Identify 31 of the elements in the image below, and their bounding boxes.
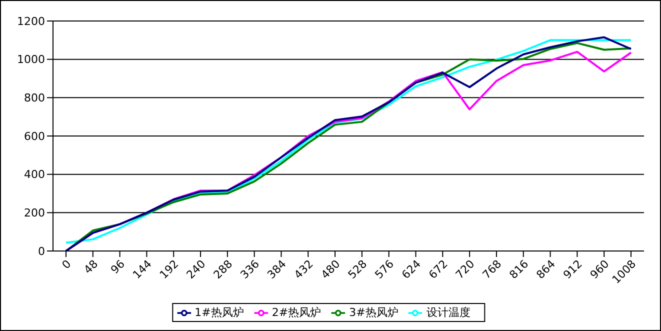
x-tick-label: 480 (318, 257, 343, 282)
y-tick-label: 400 (24, 168, 45, 182)
x-tick-label: 192 (157, 257, 182, 282)
x-tick-label: 768 (480, 257, 504, 282)
x-tick-label: 576 (372, 257, 396, 282)
x-tick-label: 672 (426, 257, 450, 282)
x-tick-label: 816 (506, 257, 532, 282)
x-tick-label: 912 (560, 257, 585, 282)
y-tick-label: 600 (24, 130, 45, 143)
legend-label: 设计温度 (426, 306, 470, 319)
y-tick-label: 1200 (17, 14, 45, 28)
x-tick-label: 864 (534, 257, 558, 282)
x-tick-label: 624 (399, 257, 424, 282)
legend-label: 3#热风炉 (349, 306, 398, 319)
x-tick-label: 384 (264, 257, 289, 282)
y-tick-label: 800 (24, 92, 45, 105)
y-tick-label: 1000 (17, 53, 45, 66)
x-tick-label: 96 (108, 257, 128, 277)
x-tick-label: 960 (588, 257, 612, 282)
x-tick-label: 48 (81, 257, 101, 277)
x-tick-label: 432 (292, 257, 316, 282)
legend-label: 1#热风炉 (194, 306, 244, 319)
y-tick-label: 0 (38, 244, 45, 258)
legend-label: 2#热风炉 (272, 306, 322, 319)
x-tick-label: 240 (184, 257, 208, 282)
x-tick-label: 144 (130, 257, 154, 282)
x-tick-label: 0 (60, 257, 74, 272)
x-tick-label: 720 (453, 257, 478, 282)
x-tick-label: 336 (238, 257, 262, 282)
y-tick-label: 200 (24, 206, 45, 220)
x-tick-label: 528 (346, 257, 370, 282)
